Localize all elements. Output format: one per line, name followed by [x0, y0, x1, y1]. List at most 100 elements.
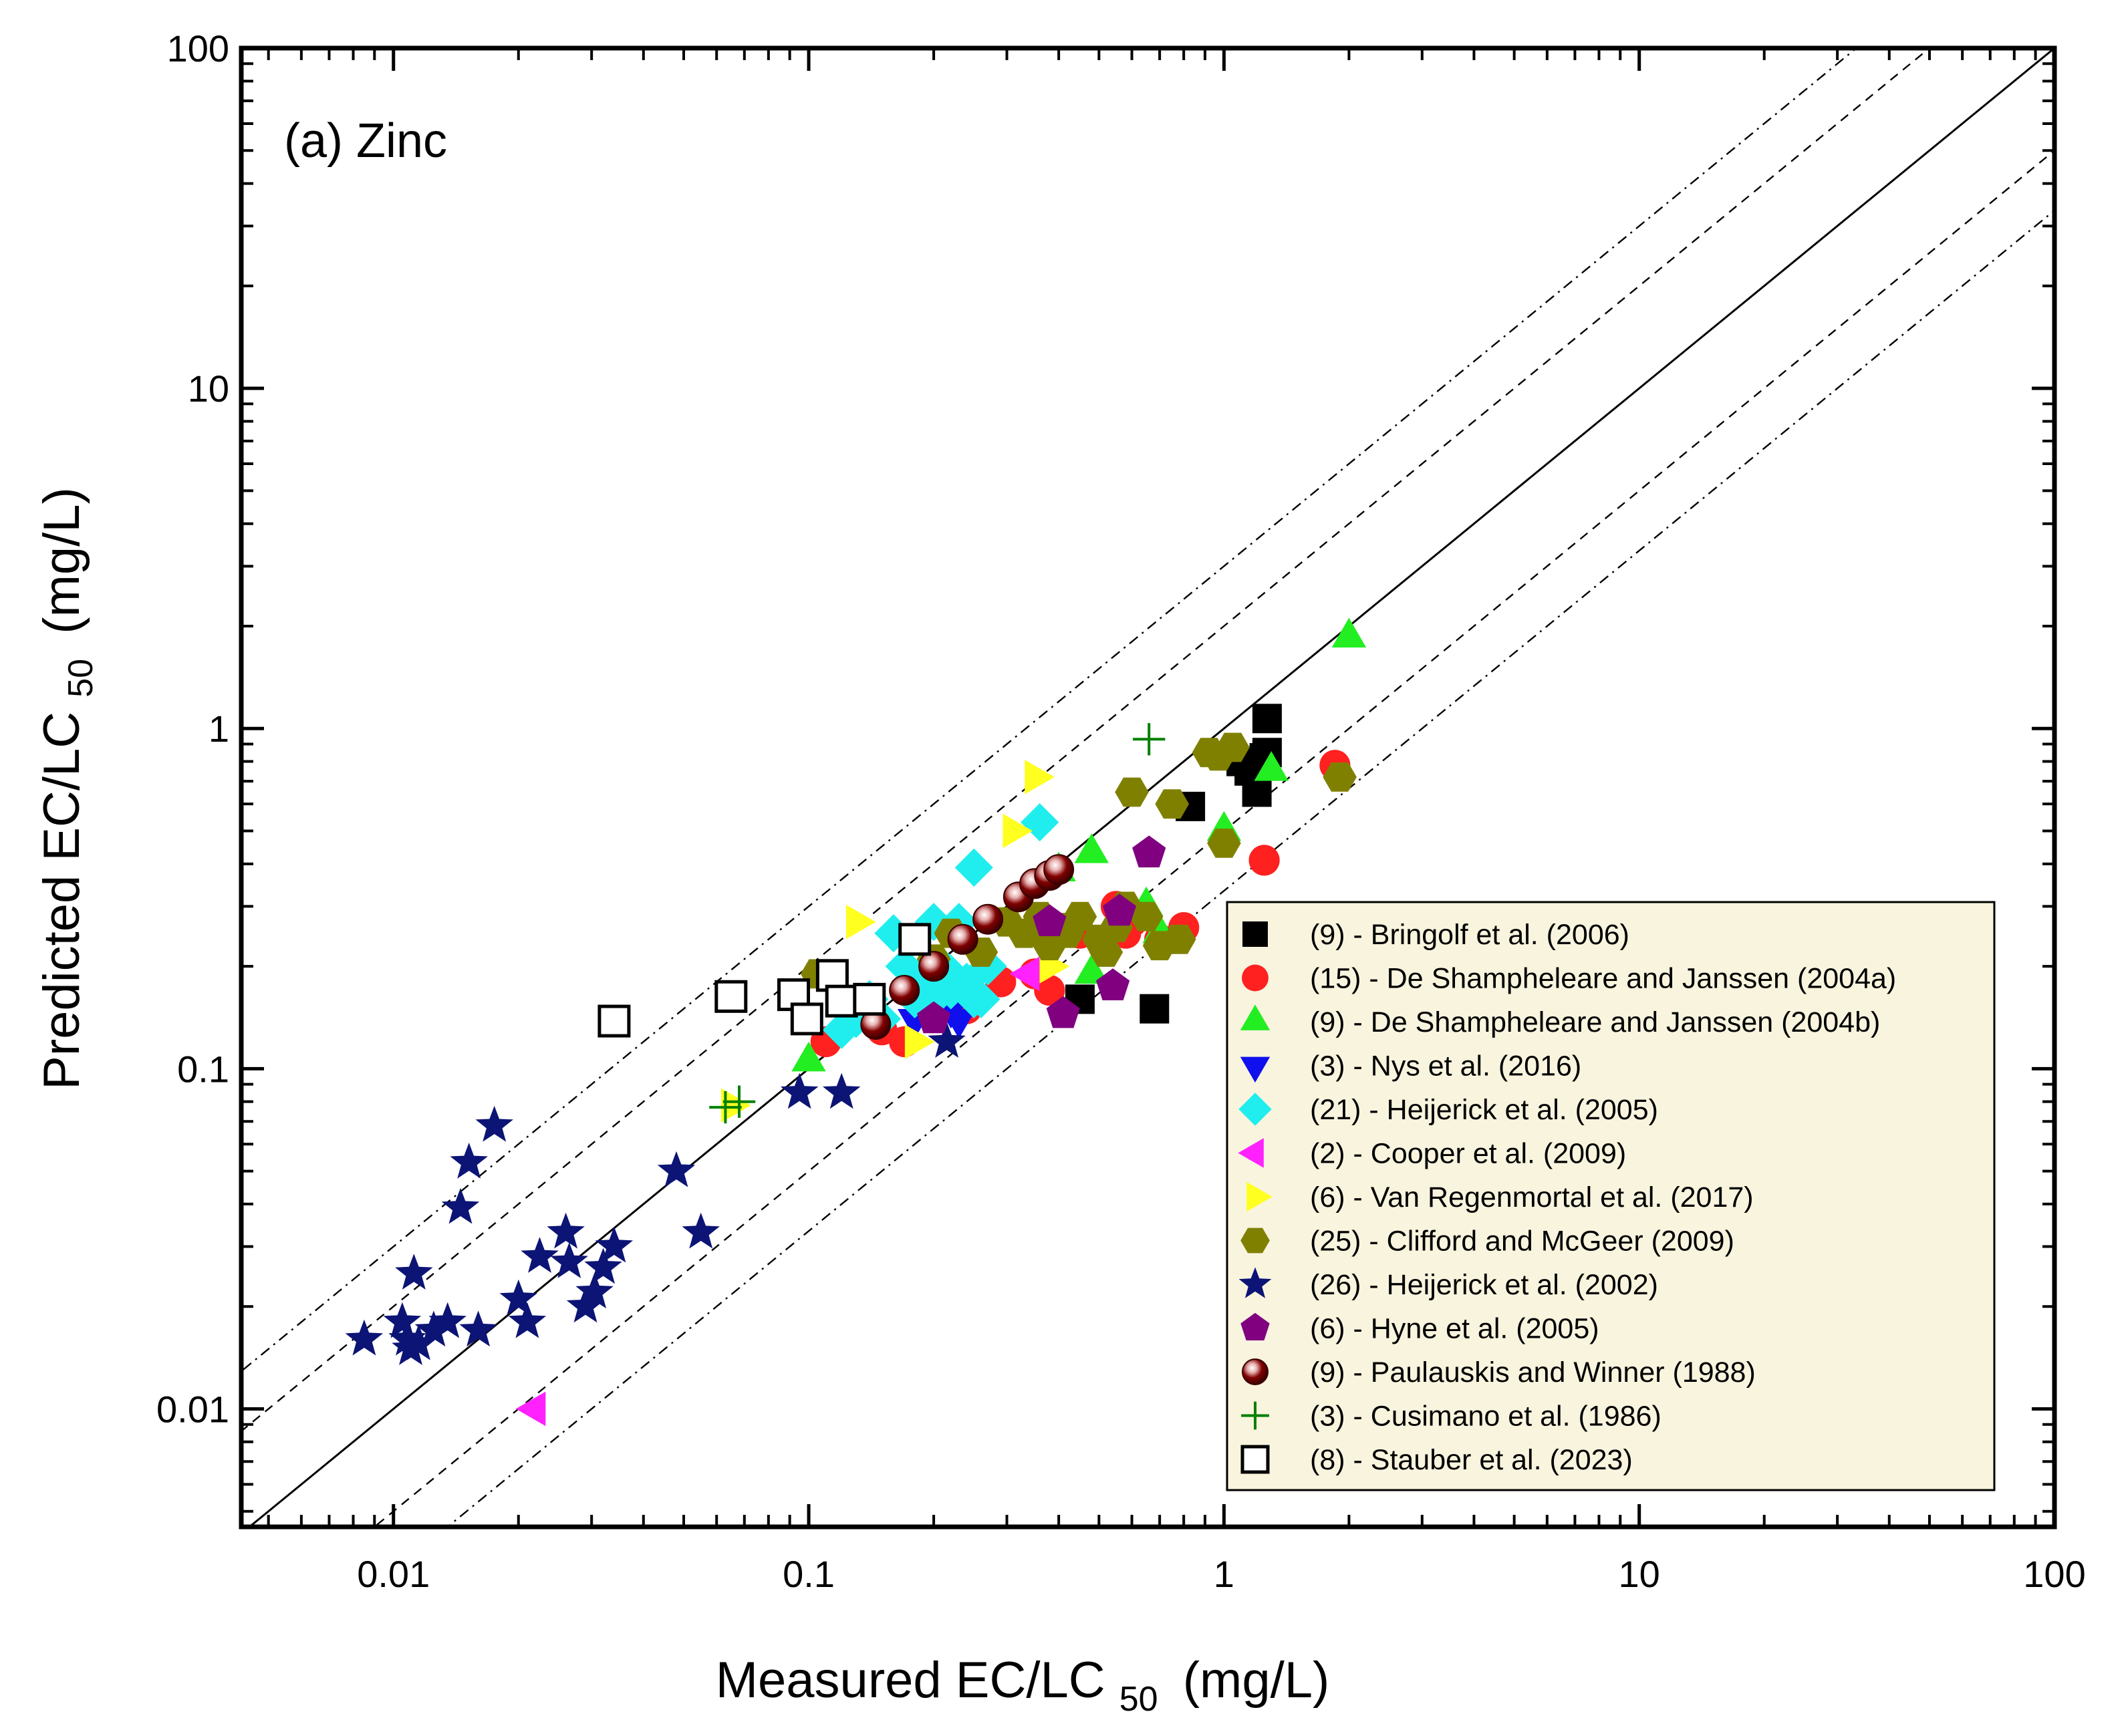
data-point — [584, 1248, 622, 1284]
data-point — [904, 1024, 935, 1059]
legend-marker — [1246, 1181, 1273, 1212]
data-point — [414, 1310, 453, 1347]
data-point — [972, 903, 1004, 935]
legend-item: (26) - Heijerick et al. (2002) — [1238, 1267, 1658, 1301]
legend-item: (9) - De Shampheleare and Janssen (2004b… — [1240, 1004, 1880, 1038]
data-point — [1074, 833, 1109, 863]
data-point — [550, 1242, 588, 1278]
data-point — [345, 1319, 384, 1356]
data-point — [1033, 904, 1067, 937]
y-tick-label: 0.1 — [177, 1048, 229, 1090]
legend-label: (3) - Cusimano et al. (1986) — [1310, 1401, 1661, 1433]
data-point — [709, 1091, 742, 1124]
x-axis-title: Measured EC/LC 50 (mg/L) — [716, 1652, 1330, 1722]
data-point — [1155, 789, 1189, 819]
data-point — [918, 951, 950, 982]
legend-label: (2) - Cooper et al. (2009) — [1310, 1138, 1626, 1170]
data-point — [822, 1072, 861, 1109]
legend-label: (9) - Paulauskis and Winner (1988) — [1310, 1356, 1756, 1389]
legend-item: (3) - Cusimano et al. (1986) — [1241, 1401, 1661, 1433]
y-tick-label: 10 — [188, 368, 229, 410]
data-point — [428, 1302, 467, 1338]
data-point — [1254, 751, 1289, 781]
legend-label: (6) - Hyne et al. (2005) — [1310, 1313, 1599, 1345]
series-9 — [916, 835, 1166, 1034]
data-point — [962, 980, 1001, 1018]
data-point — [508, 1302, 547, 1338]
data-point — [898, 923, 932, 956]
data-point — [1129, 901, 1164, 931]
legend-item: (2) - Cooper et al. (2009) — [1238, 1138, 1626, 1170]
data-point — [1043, 854, 1075, 885]
data-point — [1003, 813, 1033, 849]
data-point — [1046, 996, 1080, 1028]
data-point — [790, 1002, 823, 1036]
x-tick-label: 1 — [1214, 1553, 1234, 1595]
data-point — [475, 1105, 513, 1142]
reference-line-1 — [241, 48, 1931, 1433]
y-tick-label: 100 — [167, 27, 229, 69]
x-axis-title-main: Measured EC/LC — [716, 1652, 1105, 1709]
legend-label: (6) - Van Regenmortal et al. (2017) — [1310, 1181, 1754, 1213]
y-tick-label: 0.01 — [156, 1388, 229, 1430]
data-point — [1102, 893, 1137, 926]
data-point — [1115, 777, 1149, 807]
data-point — [1216, 732, 1250, 762]
series-5 — [515, 956, 1040, 1427]
data-point — [515, 1391, 546, 1427]
legend: (9) - Bringolf et al. (2006) (15) - De Sh… — [1226, 901, 1996, 1491]
legend-marker — [1238, 1267, 1272, 1298]
data-point — [1009, 956, 1040, 992]
data-point — [1025, 760, 1055, 794]
legend-item: (9) - Paulauskis and Winner (1988) — [1242, 1356, 1756, 1389]
legend-marker — [1241, 1401, 1269, 1430]
data-point — [714, 980, 748, 1013]
legend-label: (25) - Clifford and McGeer (2009) — [1310, 1225, 1734, 1258]
legend-item: (21) - Heijerick et al. (2005) — [1238, 1093, 1658, 1126]
legend-box — [1226, 901, 1996, 1491]
data-point — [916, 1001, 951, 1034]
legend-marker — [1240, 1227, 1270, 1254]
data-point — [720, 1088, 751, 1123]
legend-label: (8) - Stauber et al. (2023) — [1310, 1444, 1633, 1476]
legend-marker — [1242, 964, 1269, 992]
data-point — [1089, 937, 1123, 967]
series-11 — [709, 723, 1166, 1124]
x-axis-title-unit: (mg/L) — [1183, 1652, 1330, 1709]
data-point — [889, 975, 920, 1006]
axis-tick-labels: 0.01 0.1 1 10 100 0.01 0.1 1 10 100 — [156, 27, 2086, 1595]
data-point — [450, 1143, 488, 1179]
data-point — [547, 1212, 585, 1249]
data-point — [521, 1237, 559, 1273]
data-point — [1063, 901, 1097, 931]
series-8 — [345, 1022, 966, 1365]
panel-label: (a) Zinc — [284, 114, 447, 168]
data-point — [597, 1004, 631, 1038]
data-point — [1162, 924, 1196, 954]
data-point — [1132, 835, 1166, 868]
legend-marker — [1242, 921, 1268, 947]
legend-item: (6) - Hyne et al. (2005) — [1240, 1313, 1599, 1345]
data-point — [575, 1272, 614, 1309]
data-point — [947, 923, 978, 955]
data-point — [595, 1226, 634, 1263]
legend-label: (3) - Nys et al. (2016) — [1310, 1050, 1581, 1082]
plot-frame — [239, 45, 2057, 1530]
legend-marker — [1240, 1312, 1270, 1340]
data-point — [499, 1279, 538, 1316]
data-point — [780, 1072, 819, 1109]
x-tick-label: 0.01 — [357, 1553, 430, 1595]
data-point — [845, 904, 876, 939]
legend-item: (9) - Bringolf et al. (2006) — [1242, 919, 1629, 951]
data-point — [825, 984, 858, 1018]
legend-label: (9) - Bringolf et al. (2006) — [1310, 919, 1629, 951]
legend-marker — [1238, 1138, 1264, 1168]
data-point — [853, 982, 886, 1016]
data-point — [1095, 968, 1130, 1000]
data-point — [942, 1009, 976, 1039]
y-axis-title-main: Predicted EC/LC — [33, 712, 90, 1090]
legend-item: (6) - Van Regenmortal et al. (2017) — [1246, 1181, 1754, 1213]
legend-label: (15) - De Shampheleare and Janssen (2004… — [1310, 963, 1896, 995]
legend-marker — [1240, 1004, 1271, 1030]
